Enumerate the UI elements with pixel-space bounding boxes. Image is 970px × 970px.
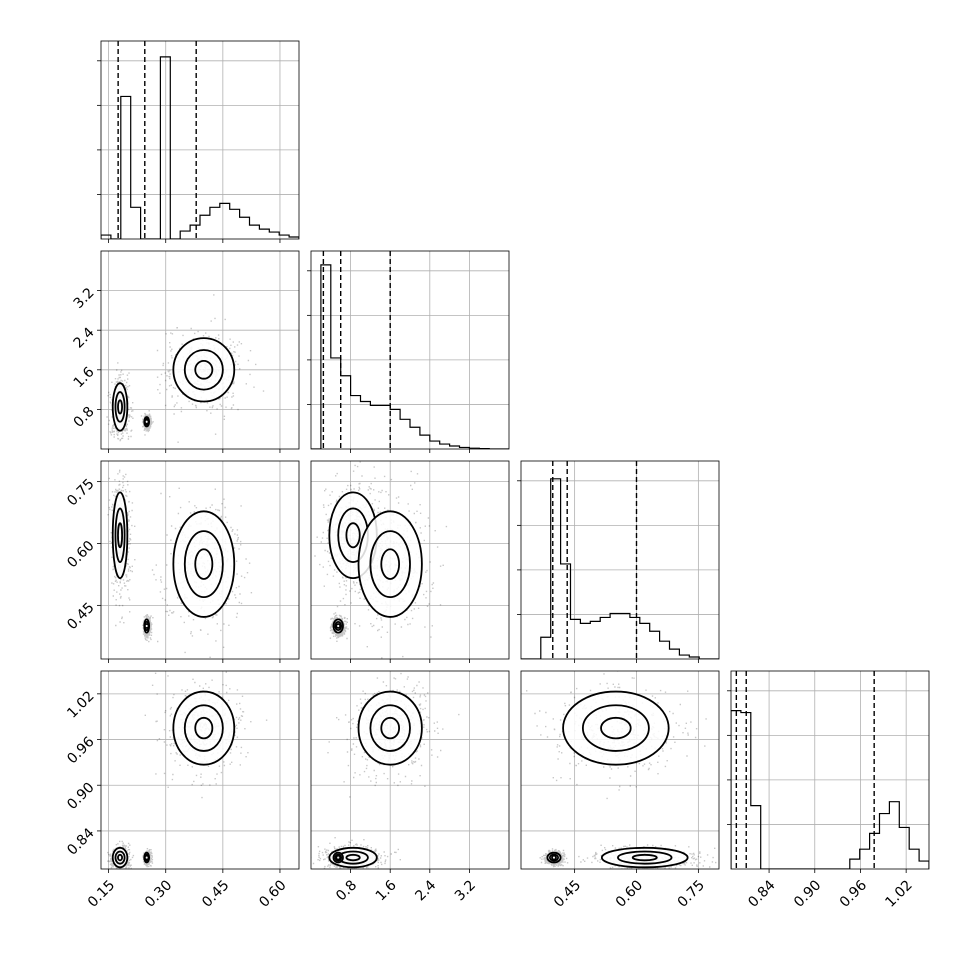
x-tick-label: 1.6: [373, 877, 400, 904]
y-tick-label: 0.96: [64, 734, 97, 767]
contour-2-0: [172, 510, 236, 618]
panel-0-0: [97, 40, 300, 243]
contour-2-2: [380, 548, 401, 580]
contour-2-0: [562, 690, 670, 766]
panel-frame: [310, 250, 510, 450]
panel-2-1: [310, 460, 510, 663]
contour-1-2: [143, 854, 150, 861]
x-tick-label: 0.45: [551, 877, 584, 910]
contour-1-2: [551, 854, 557, 861]
x-tick-label: 0.60: [613, 877, 646, 910]
x-tick-label: 0.75: [675, 877, 708, 910]
contour-2-0: [357, 510, 423, 618]
contour-2-1: [183, 349, 224, 391]
y-tick-label: 0.60: [64, 538, 97, 571]
y-tick-label: 0.84: [64, 825, 97, 858]
x-tick-label: 0.8: [333, 877, 360, 904]
contour-2-2: [380, 716, 401, 740]
histogram-line: [311, 264, 509, 449]
contour-1-2: [143, 418, 150, 425]
contour-2-0: [172, 337, 236, 403]
contour-2-2: [194, 359, 214, 380]
panel-2-0: 0.45 0.60 0.75: [64, 460, 300, 663]
contour-2-2: [600, 716, 632, 740]
contour-2-1: [369, 704, 411, 752]
contour-0-2: [345, 522, 361, 549]
x-tick-label: 3.2: [452, 877, 479, 904]
contour-1-1: [548, 853, 560, 862]
contour-2-1: [183, 704, 224, 752]
scatter-cloud: [106, 294, 265, 443]
contour-2-1: [369, 530, 411, 599]
y-tick-label: 0.45: [64, 600, 97, 633]
x-tick-label: 0.15: [85, 877, 118, 910]
panel-3-3: 0.84 0.90 0.96 1.02: [727, 670, 930, 911]
x-tick-label: 1.02: [882, 877, 915, 910]
contour-0-1: [114, 391, 126, 423]
panel-frame: [520, 460, 720, 660]
contour-2-1: [581, 704, 650, 752]
y-tick-label: 2.4: [71, 324, 98, 351]
scatter-cloud: [526, 671, 719, 869]
contour-1-1: [334, 853, 343, 862]
contour-2-2: [194, 548, 214, 580]
contour-1-2: [335, 854, 342, 861]
contour-1-2: [335, 623, 342, 629]
x-tick-label: 0.60: [256, 877, 289, 910]
contour-0-1: [617, 850, 673, 865]
contour-1-1: [334, 620, 343, 632]
panel-frame: [100, 670, 300, 870]
panel-3-0: 0.84 0.90 0.96 1.02 0.15 0.30 0.45 0.60: [64, 670, 300, 911]
scatter-cloud: [107, 671, 268, 869]
corner-panels: 0.8 1.6 2.4 3.2 0.45 0.60 0.75 0.84 0.90 0.96 1.02…: [64, 40, 930, 911]
scatter-points: [107, 671, 268, 869]
contour-2-1: [183, 530, 224, 599]
y-tick-label: 0.90: [64, 780, 97, 813]
panel-frame: [310, 670, 510, 870]
panel-2-2: [517, 460, 720, 663]
contour-0-2: [117, 853, 123, 862]
panel-3-2: 0.45 0.60 0.75: [520, 670, 720, 911]
contour-0-0: [600, 846, 689, 869]
contour-2-0: [172, 690, 236, 766]
panel-1-0: 0.8 1.6 2.4 3.2: [71, 250, 300, 453]
histogram-line: [731, 710, 929, 869]
y-tick-label: 1.02: [64, 688, 97, 721]
panel-1-1: [307, 250, 510, 453]
scatter-cloud: [107, 469, 253, 658]
x-tick-label: 0.84: [745, 877, 778, 910]
contour-0-2: [117, 399, 123, 415]
contour-0-2: [117, 522, 123, 549]
scatter-points: [311, 672, 460, 869]
panel-frame: [100, 40, 300, 240]
y-tick-label: 1.6: [71, 364, 98, 391]
panel-frame: [100, 460, 300, 660]
panel-frame: [310, 460, 510, 660]
contour-0-2: [345, 853, 361, 862]
scatter-cloud: [311, 461, 448, 659]
contour-1-2: [143, 623, 150, 629]
x-tick-label: 0.30: [142, 877, 175, 910]
scatter-cloud: [311, 672, 460, 869]
contour-0-2: [631, 853, 658, 862]
x-tick-label: 0.45: [199, 877, 232, 910]
contour-2-0: [357, 690, 423, 766]
y-tick-label: 3.2: [71, 285, 98, 312]
panel-frame: [730, 670, 930, 870]
y-tick-label: 0.8: [71, 404, 98, 431]
y-tick-label: 0.75: [64, 476, 97, 509]
x-tick-label: 0.96: [837, 877, 870, 910]
histogram-line: [101, 56, 299, 239]
contour-0-1: [114, 507, 126, 563]
contour-0-1: [114, 850, 126, 865]
panel-frame: [520, 670, 720, 870]
x-tick-label: 0.90: [791, 877, 824, 910]
x-tick-label: 2.4: [412, 877, 439, 904]
histogram-line: [521, 478, 719, 659]
panel-3-1: 0.8 1.6 2.4 3.2: [310, 670, 510, 904]
panel-frame: [100, 250, 300, 450]
contour-2-2: [194, 716, 214, 740]
